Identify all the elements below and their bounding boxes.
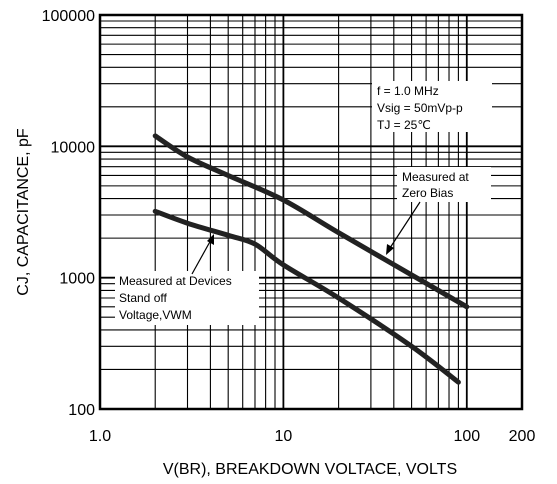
- zero-bias-arrowhead: [386, 244, 394, 255]
- conditions-box: [372, 81, 492, 132]
- series-group: [152, 133, 470, 385]
- condition-vsig: Vsig = 50mVp-p: [377, 101, 463, 115]
- tick-labels: 1.0 10 100 200 100 1000 10000 100000: [42, 8, 536, 445]
- series-line-zero-bias: [152, 133, 470, 310]
- y-axis-label: CJ, CAPACITANCE, pF: [15, 128, 32, 296]
- standoff-label-line3: Voltage,VWM: [119, 308, 192, 322]
- zero-bias-arrow-shaft: [387, 201, 421, 252]
- x-tick-label: 200: [509, 428, 536, 445]
- zero-bias-box: [397, 167, 491, 202]
- zero-bias-annotation: Measured at Zero Bias: [386, 167, 491, 255]
- y-tick-label: 100: [68, 402, 95, 419]
- condition-temperature: TJ = 25℃: [377, 118, 431, 132]
- y-tick-label: 1000: [59, 271, 95, 288]
- x-axis-label: V(BR), BREAKDOWN VOLTACE, VOLTS: [163, 461, 457, 478]
- series-line-standoff: [152, 208, 461, 385]
- conditions-annotation: f = 1.0 MHz Vsig = 50mVp-p TJ = 25℃: [372, 81, 492, 132]
- standoff-label-line1: Measured at Devices: [119, 274, 232, 288]
- zero-bias-label-line2: Zero Bias: [402, 186, 453, 200]
- plot-frame: [98, 13, 524, 411]
- standoff-arrowhead: [207, 234, 214, 245]
- y-tick-label: 10000: [51, 139, 96, 156]
- x-tick-label: 100: [453, 428, 480, 445]
- zero-bias-label-line1: Measured at: [402, 170, 469, 184]
- condition-frequency: f = 1.0 MHz: [377, 84, 439, 98]
- y-tick-label: 100000: [42, 8, 95, 25]
- standoff-arrow-shaft: [191, 237, 213, 275]
- x-tick-label: 10: [274, 428, 292, 445]
- standoff-label-line2: Stand off: [119, 291, 167, 305]
- standoff-annotation: Measured at Devices Stand off Voltage,VW…: [115, 234, 259, 325]
- standoff-box: [115, 271, 259, 325]
- x-tick-label: 1.0: [89, 428, 111, 445]
